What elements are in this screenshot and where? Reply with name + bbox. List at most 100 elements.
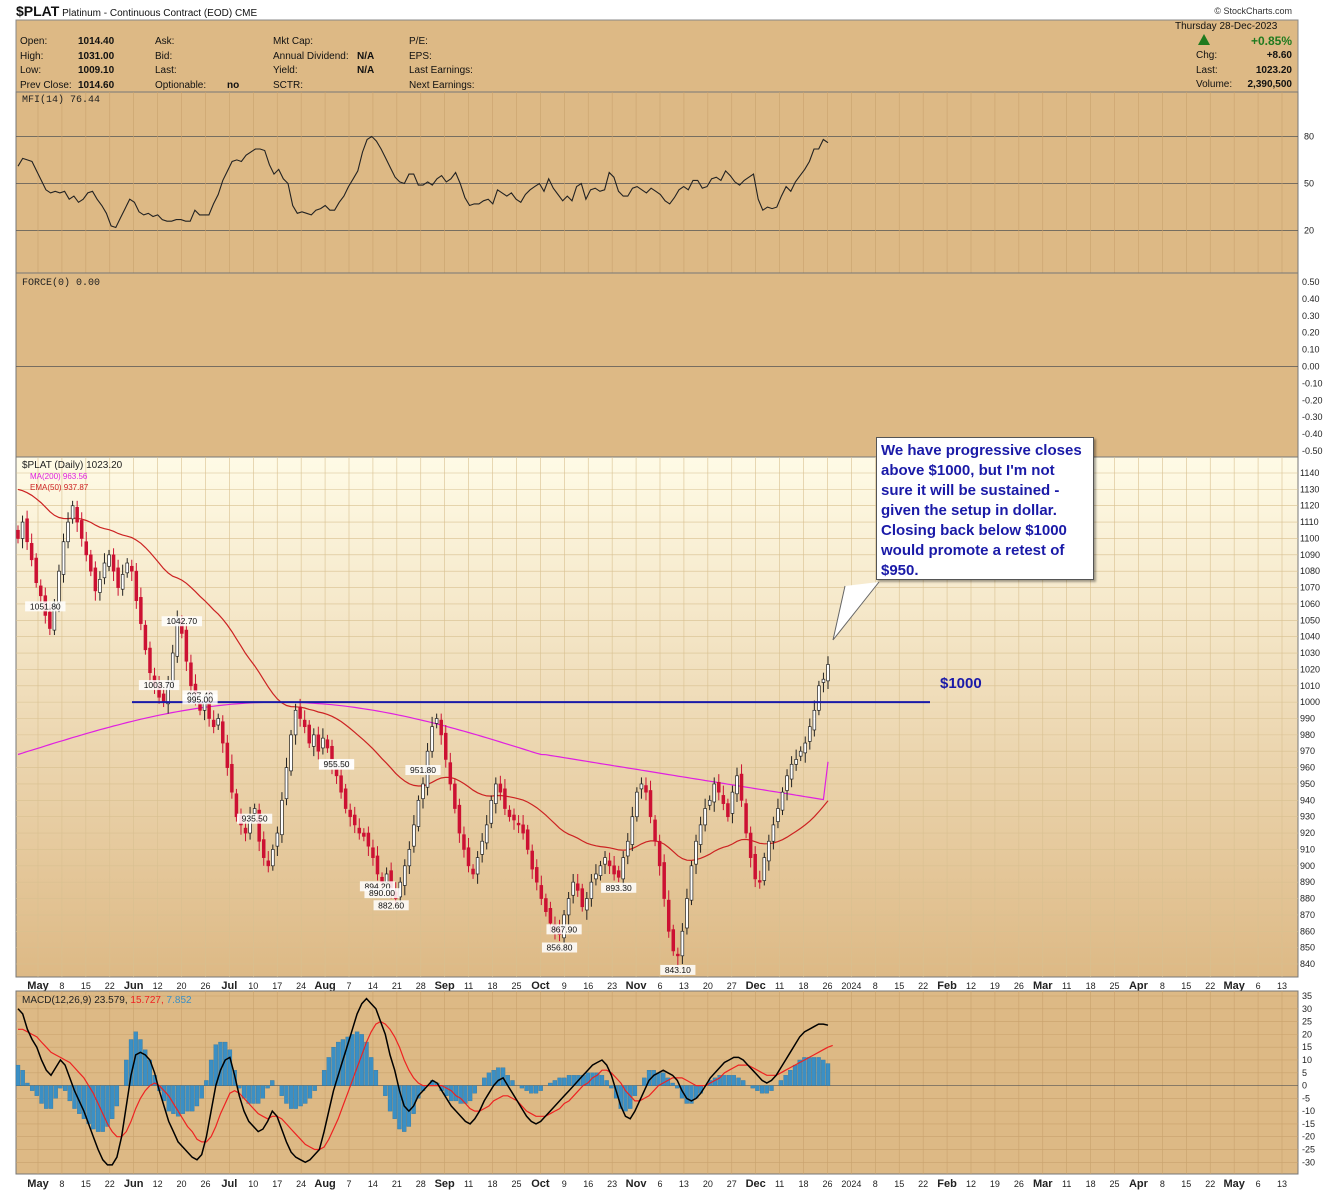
candle-body <box>161 693 166 703</box>
macd-hist-bar <box>124 1059 129 1086</box>
annotation-box <box>405 765 441 776</box>
candle-body <box>61 541 66 575</box>
ma200-legend: MA(200) 963.56 <box>30 472 88 481</box>
x-tick-label: 11 <box>464 981 473 991</box>
x-tick-label: 18 <box>488 981 498 991</box>
x-tick-label: 26 <box>822 981 832 991</box>
x-tick-label: 15 <box>894 981 904 991</box>
price-tick-label: 1080 <box>1300 566 1320 576</box>
macd-hist-bar <box>138 1039 143 1086</box>
macd-hist-bar <box>171 1085 176 1114</box>
candle-body <box>189 662 193 687</box>
candle-body <box>107 554 111 567</box>
macd-hist-bar <box>58 1085 63 1089</box>
mfi-ticks: 20 50 80 <box>1304 131 1314 235</box>
macd-hist-bar <box>336 1041 341 1086</box>
x-tick-label: 16 <box>583 1179 593 1189</box>
fields-left: Open: 1014.40 High: 1031.00 Low: 1009.10 Pr… <box>20 35 114 93</box>
x-tick-label: 24 <box>296 1179 306 1189</box>
x-tick-label: 22 <box>105 1179 115 1189</box>
candle-body <box>403 865 407 886</box>
macd-hist-bar <box>670 1082 675 1086</box>
candle-body <box>539 885 544 899</box>
price-tick-label: 890 <box>1300 877 1315 887</box>
macd-hist-bar <box>190 1085 195 1112</box>
field-value: 1009.10 <box>78 65 115 76</box>
macd-hist-bar <box>783 1075 788 1086</box>
candle-body <box>412 824 416 847</box>
candle-body <box>462 834 466 850</box>
candle-body <box>630 816 635 845</box>
macd-hist-bar <box>599 1075 605 1086</box>
macd-hist-bar <box>392 1085 397 1119</box>
macd-hist-bar <box>303 1085 308 1104</box>
candle-body <box>521 824 525 834</box>
candle-body <box>739 773 744 801</box>
x-tick-label: 6 <box>1256 981 1261 991</box>
candle-body <box>817 685 821 711</box>
x-tick-label: 12 <box>153 1179 163 1189</box>
macd-hist-bar <box>260 1085 266 1099</box>
field-label: Open: <box>20 36 48 47</box>
x-tick-label: Apr <box>1129 980 1149 992</box>
candle-body <box>357 827 362 834</box>
x-tick-label: 22 <box>1205 981 1215 991</box>
candle-body <box>225 742 230 768</box>
date: Thursday 28-Dec-2023 <box>1175 21 1278 32</box>
price-tick-label: 1060 <box>1300 599 1320 609</box>
field-label: Bid: <box>155 50 173 62</box>
force-ticks: 0.50 0.40 0.30 0.20 0.10 0.00 -0.10 -0.20 -0.30 -… <box>1302 277 1323 456</box>
macd-hist-bar <box>642 1077 647 1086</box>
candle-body <box>448 762 453 785</box>
macd-hist-bar <box>81 1085 87 1119</box>
candle-body <box>439 719 443 736</box>
macd-hist-bar <box>326 1057 331 1086</box>
x-tick-label: 25 <box>511 981 521 991</box>
macd-hist-bar <box>769 1085 774 1091</box>
x-tick-label: 23 <box>607 981 617 991</box>
annotation-label: 867.90 <box>551 924 577 934</box>
candle-body <box>680 930 685 957</box>
macd-hist-bar <box>533 1085 539 1094</box>
macd-tick-label: -25 <box>1302 1145 1315 1155</box>
candle-body <box>753 853 757 880</box>
x-tick-label: Dec <box>746 1178 766 1190</box>
macd-hist-bar <box>609 1085 614 1089</box>
macd-tick-label: 20 <box>1302 1029 1312 1039</box>
candle-body <box>216 718 220 726</box>
candle-body <box>744 803 748 834</box>
macd-hist-bar <box>402 1085 407 1132</box>
candle-body <box>430 726 434 752</box>
x-tick-label: 15 <box>1181 981 1191 991</box>
macd-hist-bar <box>548 1082 553 1086</box>
x-tick-label: 12 <box>966 981 976 991</box>
macd-hist-bar <box>717 1075 722 1086</box>
candle-body <box>307 724 311 744</box>
candle-body <box>421 783 425 800</box>
annotation-box <box>601 882 637 893</box>
candle-body <box>603 857 607 865</box>
annotation-box <box>237 813 273 824</box>
macd-tick-label: 0 <box>1302 1081 1307 1091</box>
force-tick-label: 0.20 <box>1302 328 1320 338</box>
candle-body <box>535 867 539 883</box>
x-tick-label: 28 <box>416 1179 426 1189</box>
x-tick-label: Jun <box>124 1178 144 1190</box>
macd-hist-bar <box>227 1049 233 1086</box>
annotation-box <box>318 758 355 769</box>
x-tick-label: Aug <box>314 980 335 992</box>
x-tick-label: 17 <box>272 981 282 991</box>
macd-hist-bar <box>161 1085 167 1102</box>
macd-hist-bar <box>312 1085 317 1091</box>
annotation-box <box>25 601 66 612</box>
quote-summary: Chg: +8.60 Last: 1023.20 Volume: 2,390,500 <box>1196 49 1292 93</box>
candle-body <box>471 868 475 875</box>
header-panel <box>15 19 1299 93</box>
x-tick-label: 2024 <box>841 981 861 991</box>
candle-body <box>698 824 703 845</box>
candle-body <box>594 873 598 880</box>
macd-hist-bar <box>811 1057 817 1086</box>
annotation-label: 995.00 <box>187 694 213 704</box>
brand: © StockCharts.com <box>1214 6 1292 16</box>
macd-hist-bar <box>656 1072 661 1086</box>
